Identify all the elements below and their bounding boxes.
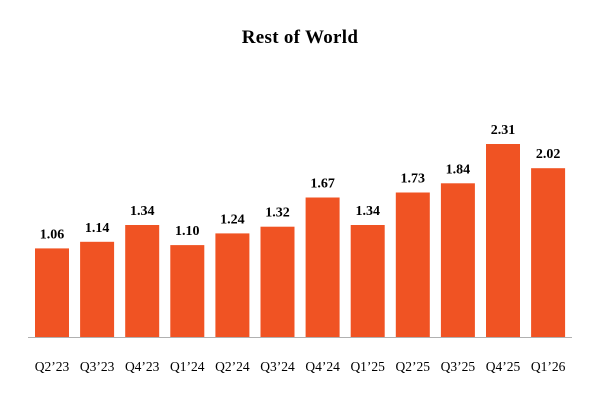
x-tick-label: Q4’24 xyxy=(305,359,340,374)
bar-value-label: 1.24 xyxy=(220,212,245,227)
bar-10 xyxy=(440,183,475,337)
bar-9 xyxy=(395,192,430,337)
bar-value-label: 1.10 xyxy=(175,224,200,239)
x-tick-label: Q1’25 xyxy=(350,359,385,374)
chart-title: Rest of World xyxy=(241,27,359,48)
bar-7 xyxy=(305,197,340,337)
bar-value-label: 1.06 xyxy=(40,227,65,242)
bar-4 xyxy=(170,245,205,337)
x-tick-label: Q2’23 xyxy=(35,359,70,374)
x-tick-label: Q4’23 xyxy=(125,359,160,374)
x-tick-labels-group: Q2’23 Q3’23 Q4’23 Q1’24 Q2’24 Q3’24 Q4’24 Q1’25… xyxy=(35,359,566,374)
bar-3 xyxy=(125,225,160,337)
bar-value-label: 1.34 xyxy=(130,204,155,219)
x-tick-label: Q1’26 xyxy=(531,359,566,374)
bar-value-label: 1.84 xyxy=(446,162,471,177)
bar-11 xyxy=(486,144,520,337)
x-tick-label: Q2’24 xyxy=(215,359,250,374)
bar-value-label: 2.02 xyxy=(536,147,561,162)
x-tick-label: Q2’25 xyxy=(396,359,431,374)
x-tick-label: Q1’24 xyxy=(170,359,205,374)
bar-2 xyxy=(80,241,115,337)
bars-group xyxy=(35,144,566,337)
x-tick-label: Q3’25 xyxy=(441,359,476,374)
bar-6 xyxy=(260,226,295,337)
bar-1 xyxy=(35,248,69,337)
bar-value-label: 1.14 xyxy=(85,221,110,236)
bar-12 xyxy=(531,168,566,337)
x-tick-label: Q3’23 xyxy=(80,359,115,374)
bar-5 xyxy=(215,233,250,337)
x-tick-label: Q3’24 xyxy=(260,359,295,374)
bar-value-label: 1.34 xyxy=(355,204,380,219)
bar-8 xyxy=(350,225,385,337)
bar-value-label: 1.73 xyxy=(401,172,426,187)
bar-value-label: 1.67 xyxy=(310,177,335,192)
value-labels-group: 1.06 1.14 1.34 1.10 1.24 1.32 1.67 1.34 1.73 1.84… xyxy=(40,123,561,242)
bar-value-label: 1.32 xyxy=(265,206,290,221)
x-tick-label: Q4’25 xyxy=(486,359,521,374)
bar-value-label: 2.31 xyxy=(491,123,516,138)
